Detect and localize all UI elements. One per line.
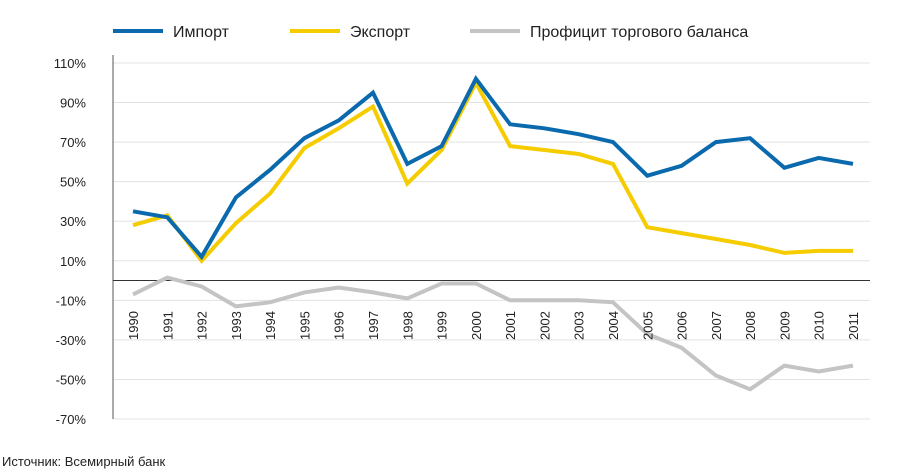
series-line-1 bbox=[132, 75, 854, 261]
y-tick-label: 10% bbox=[60, 254, 86, 269]
series-line-2 bbox=[132, 78, 853, 264]
legend: Импорт Экспорт Профицит торгового баланса bbox=[113, 24, 748, 41]
x-tick-label: 1991 bbox=[160, 311, 175, 340]
y-tick-label: -30% bbox=[56, 333, 87, 348]
x-tick-label: 2005 bbox=[640, 311, 655, 340]
y-axis-ticks: 110% 90% 70% 50% 30% 10% -10% -30% -50% -70% bbox=[54, 56, 87, 427]
y-tick-label: 50% bbox=[60, 175, 86, 190]
legend-label: Экспорт bbox=[350, 24, 411, 41]
x-tick-label: 1995 bbox=[297, 311, 312, 340]
x-tick-label: 1993 bbox=[229, 311, 244, 340]
x-tick-label: 2008 bbox=[743, 311, 758, 340]
source-note: Источник: Всемирный банк bbox=[2, 454, 166, 469]
series-line-3 bbox=[132, 275, 854, 392]
x-tick-label: 2010 bbox=[812, 311, 827, 340]
legend-label: Профицит торгового баланса bbox=[530, 24, 748, 41]
series-lines bbox=[132, 75, 854, 392]
x-axis-ticks: 1990 1991 1992 1993 1994 1995 1996 1997 1998 1999… bbox=[126, 311, 861, 340]
x-tick-label: 2002 bbox=[537, 311, 552, 340]
x-tick-label: 2000 bbox=[469, 311, 484, 340]
x-tick-label: 1990 bbox=[126, 311, 141, 340]
y-tick-label: -50% bbox=[56, 372, 87, 387]
x-tick-label: 1997 bbox=[366, 311, 381, 340]
gridlines bbox=[113, 62, 870, 420]
y-tick-label: 90% bbox=[60, 96, 86, 111]
x-tick-label: 2011 bbox=[846, 312, 861, 340]
axes bbox=[112, 55, 870, 419]
y-tick-label: -70% bbox=[56, 412, 87, 427]
y-tick-label: -10% bbox=[56, 293, 87, 308]
x-tick-label: 2004 bbox=[606, 311, 621, 340]
x-tick-label: 2009 bbox=[777, 311, 792, 340]
y-tick-label: 110% bbox=[54, 56, 87, 71]
x-tick-label: 1998 bbox=[400, 311, 415, 340]
x-tick-label: 1999 bbox=[435, 311, 450, 340]
x-tick-label: 2003 bbox=[572, 311, 587, 340]
x-tick-label: 1996 bbox=[332, 311, 347, 340]
x-tick-label: 2006 bbox=[675, 311, 690, 340]
legend-label: Импорт bbox=[173, 24, 230, 41]
y-tick-label: 70% bbox=[60, 135, 86, 150]
x-tick-label: 2007 bbox=[709, 311, 724, 340]
y-tick-label: 30% bbox=[60, 214, 86, 229]
x-tick-label: 1992 bbox=[195, 311, 210, 340]
x-tick-label: 1994 bbox=[263, 311, 278, 340]
x-tick-label: 2001 bbox=[503, 311, 518, 340]
